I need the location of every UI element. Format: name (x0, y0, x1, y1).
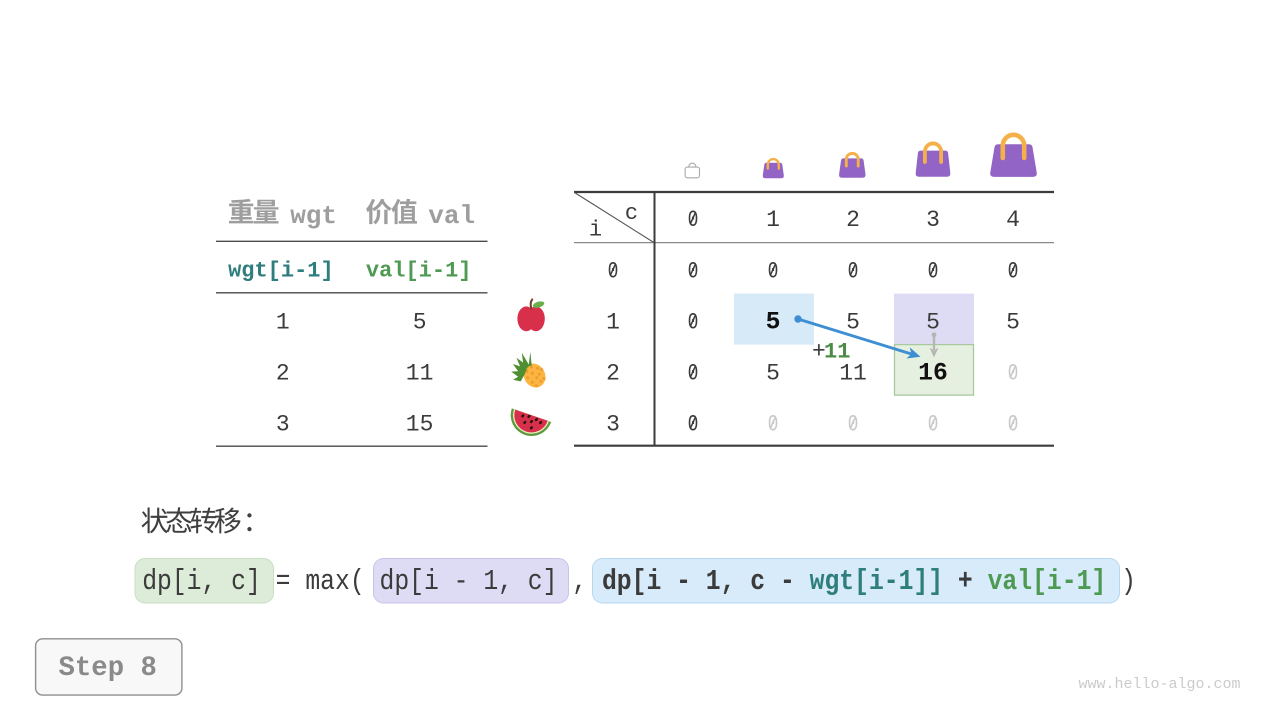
svg-text:1: 1 (766, 207, 780, 233)
svg-text:16: 16 (918, 360, 948, 388)
svg-text:0: 0 (688, 361, 699, 387)
svg-text:2: 2 (276, 361, 290, 387)
svg-text:dp[i, c] = max( dp[i - 1, c] ,: dp[i, c] = max( dp[i - 1, c] , dp[i - 1,… (142, 566, 1136, 598)
svg-text:3: 3 (606, 412, 620, 438)
svg-text:0: 0 (608, 259, 619, 285)
svg-text:0: 0 (848, 259, 859, 285)
svg-text:5: 5 (766, 361, 780, 387)
svg-text:2: 2 (606, 361, 620, 387)
svg-text:wgt[i-1]: wgt[i-1] (228, 259, 334, 284)
svg-text:5: 5 (846, 310, 860, 336)
svg-text:0: 0 (688, 310, 699, 336)
svg-text:2: 2 (846, 207, 860, 233)
svg-text:+: + (812, 339, 826, 365)
svg-text:Step 8: Step 8 (59, 653, 157, 684)
svg-text:www.hello-algo.com: www.hello-algo.com (1078, 676, 1240, 693)
svg-text:0: 0 (848, 412, 859, 438)
svg-text:0: 0 (928, 412, 939, 438)
svg-text:3: 3 (926, 207, 940, 233)
svg-text:1: 1 (606, 310, 620, 336)
svg-text:0: 0 (688, 207, 699, 233)
svg-text:c: c (625, 201, 638, 226)
svg-text:11: 11 (406, 361, 434, 387)
svg-text:5: 5 (926, 310, 940, 336)
svg-text:0: 0 (928, 259, 939, 285)
svg-text:15: 15 (406, 412, 434, 438)
svg-text:11: 11 (824, 340, 850, 365)
svg-text:5: 5 (766, 309, 781, 337)
svg-text:0: 0 (1008, 361, 1019, 387)
svg-text:0: 0 (768, 412, 779, 438)
svg-text:1: 1 (276, 310, 290, 336)
svg-text:val: val (428, 201, 475, 231)
svg-text:0: 0 (768, 259, 779, 285)
svg-text:3: 3 (276, 412, 290, 438)
svg-text:0: 0 (1008, 259, 1019, 285)
svg-text:5: 5 (1006, 310, 1020, 336)
svg-text:0: 0 (688, 259, 699, 285)
svg-text:4: 4 (1006, 207, 1020, 233)
svg-text:0: 0 (688, 412, 699, 438)
svg-text:wgt: wgt (290, 201, 337, 231)
svg-text:0: 0 (1008, 412, 1019, 438)
svg-text:i: i (589, 218, 602, 243)
svg-text:val[i-1]: val[i-1] (366, 259, 472, 284)
svg-text:5: 5 (413, 310, 427, 336)
svg-text:11: 11 (839, 361, 867, 387)
